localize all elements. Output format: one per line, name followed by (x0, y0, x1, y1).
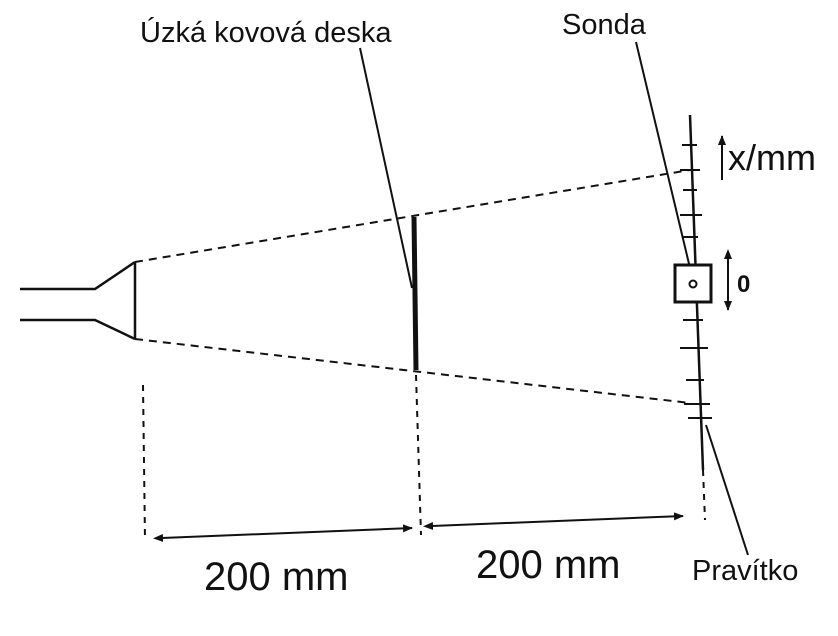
probe-sensor-dot (688, 279, 698, 289)
plate-leader-line (359, 47, 413, 289)
distance-label-left: 200 mm (204, 555, 349, 599)
distance-arrow-right (423, 512, 684, 530)
distance-label-right: 200 mm (476, 543, 621, 587)
beam-lower-dashed (134, 338, 691, 404)
projection-horn-dashed (142, 384, 146, 541)
probe: 0 (635, 41, 750, 311)
waveguide-bottom-line (20, 318, 136, 341)
ruler-leader-line (705, 424, 749, 556)
horn-antenna (20, 260, 137, 341)
waveguide-top-line (20, 260, 136, 291)
probe-label: Sonda (562, 9, 647, 41)
beam-upper-dashed (134, 169, 691, 263)
probe-leader-line (635, 41, 691, 269)
projection-plate-dashed (415, 374, 422, 536)
zero-label: 0 (737, 271, 750, 298)
plate-label: Úzká kovová deska (140, 16, 392, 49)
axis-label: x/mm (728, 137, 816, 178)
ruler-dashed-extension (702, 469, 706, 521)
metal-plate (411, 216, 419, 371)
ruler-label: Pravítko (692, 555, 798, 587)
distance-arrow-left (153, 524, 413, 542)
ruler (680, 114, 749, 556)
beam-boundaries (134, 169, 691, 404)
